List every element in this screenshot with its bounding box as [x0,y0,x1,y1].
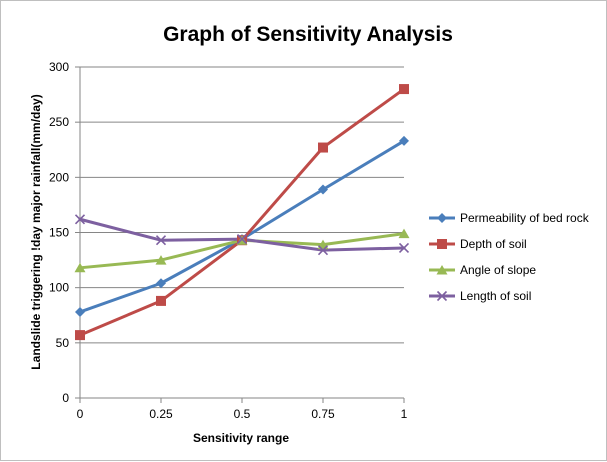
series-2-line [78,87,406,337]
legend-item: Permeability of bed rock [429,211,590,225]
series-1-point [75,306,85,317]
series-1-line [78,139,406,314]
legend-label: Length of soil [460,289,531,303]
y-tick-label: 50 [56,336,70,350]
legend-label: Angle of slope [460,263,536,277]
y-axis-ticks: 0 50 100 150 200 250 300 [49,60,80,405]
y-tick-label: 150 [49,226,69,240]
series-4-point [398,242,410,254]
series-3-point [74,262,86,273]
series-3-point [398,228,410,239]
series-2-point [318,142,328,153]
x-tick-label: 0.25 [149,407,173,421]
x-axis-ticks: 0 0.25 0.5 0.75 1 [77,398,408,421]
y-tick-label: 300 [49,60,69,74]
y-tick-label: 0 [62,391,69,405]
y-tick-label: 200 [49,170,69,184]
x-tick-label: 1 [401,407,408,421]
legend-item: Depth of soil [429,237,527,251]
legend-swatch-marker [436,265,448,275]
series-4-point [317,245,329,256]
series-2-point [156,295,166,306]
legend-label: Permeability of bed rock [460,211,590,225]
y-axis-title: Landslide triggering !day major rainfall… [29,94,43,369]
series-1-point [156,278,166,289]
series-4-point [155,235,167,246]
series-3-point [155,255,167,265]
x-axis-title: Sensitivity range [193,431,289,445]
y-tick-label: 250 [49,115,69,129]
y-tick-label: 100 [49,281,69,295]
x-tick-label: 0.75 [311,407,335,421]
legend-label: Depth of soil [460,237,527,251]
gridlines [80,66,404,344]
series-lines [78,87,406,337]
series-markers [74,84,410,341]
series-2-point [75,330,85,341]
legend-item: Angle of slope [429,263,536,277]
series-2-point [399,84,409,95]
legend-swatch-marker [436,290,448,302]
series-1-point [399,135,409,146]
chart-title: Graph of Sensitivity Analysis [163,23,453,46]
legend-swatch-marker [437,213,447,223]
series-1-point [318,184,328,195]
x-tick-label: 0.5 [234,407,251,421]
legend-swatch-marker [437,239,447,249]
series-4-point [74,214,86,225]
legend: Permeability of bed rock Depth of soil Ang… [429,211,590,303]
x-tick-label: 0 [77,407,84,421]
legend-item: Length of soil [429,289,531,303]
series-4-point [236,234,248,245]
